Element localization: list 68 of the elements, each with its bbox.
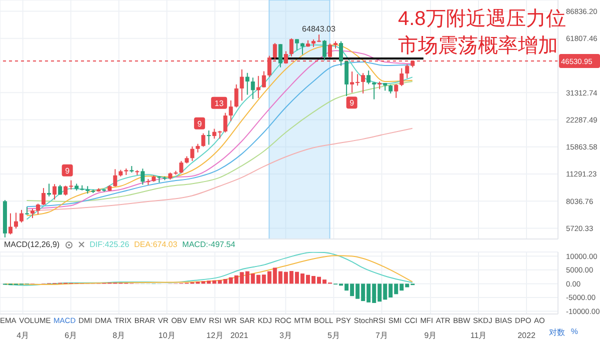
chart-title: MACD(12,26,9) [4, 240, 60, 249]
candlestick [113, 168, 118, 188]
candlestick [289, 38, 294, 57]
candlestick [256, 75, 260, 99]
candlestick [190, 146, 194, 162]
x-tick-label: 3月 [279, 331, 292, 340]
text: % [570, 327, 578, 338]
text: 对数 [548, 327, 565, 338]
candlestick [278, 44, 282, 68]
x-tick-label: 8月 [112, 331, 126, 340]
text: DEA:674.03 [134, 240, 178, 249]
candlestick [19, 209, 24, 223]
text: MACD:-497.54 [182, 240, 236, 249]
annotation: 4.8万附近遇压力位 [398, 7, 566, 32]
annotation: 9 [197, 119, 202, 128]
candlestick [294, 38, 299, 51]
annotation: 9 [350, 98, 355, 108]
candlestick [328, 42, 332, 58]
annotation: 13 [214, 98, 224, 108]
candlestick [344, 60, 349, 97]
candlestick [30, 208, 35, 219]
annotation: 9 [65, 166, 70, 176]
candlestick [262, 70, 266, 88]
candlestick [201, 132, 206, 148]
text: DIF:425.26 [90, 240, 130, 249]
candlestick [394, 84, 398, 98]
candlestick [69, 180, 74, 190]
candlestick [300, 42, 304, 56]
candlestick [223, 112, 228, 133]
candlestick [405, 64, 410, 79]
candlestick [372, 82, 376, 100]
x-tick-label: 9月 [424, 331, 437, 340]
candlestick [250, 77, 255, 100]
candlestick [47, 183, 52, 197]
candlestick [36, 203, 40, 215]
x-tick-label: 4月 [16, 331, 30, 340]
candlestick [361, 72, 366, 94]
candlestick [64, 185, 68, 196]
candlestick [339, 40, 344, 66]
candlestick [284, 50, 288, 64]
line-series [26, 81, 413, 202]
candlestick [52, 184, 57, 200]
candlestick [322, 40, 326, 61]
x-tick-label: 2022 [518, 331, 536, 340]
candlestick [8, 212, 12, 235]
candlestick [42, 188, 46, 206]
x-tick-label: 7月 [375, 331, 388, 340]
candlestick [400, 68, 404, 87]
candlestick [234, 84, 238, 108]
candlestick [140, 168, 145, 186]
candlestick [14, 212, 18, 230]
candlestick [179, 160, 184, 174]
candlestick [366, 70, 371, 85]
candlestick [245, 72, 250, 96]
x-tick-label: 10月 [158, 331, 176, 340]
candlestick [240, 68, 244, 102]
candlestick [228, 100, 233, 122]
x-tick-label: 5月 [327, 331, 340, 340]
candlestick [206, 130, 211, 146]
x-tick-label: 11月 [470, 331, 487, 340]
candlestick [25, 206, 30, 216]
x-tick-label: 12月 [206, 331, 224, 340]
x-tick-label: 6月 [64, 331, 78, 340]
candlestick [58, 184, 62, 196]
x-tick-label: 2021 [230, 331, 249, 340]
annotation: 64843.03 [302, 24, 336, 34]
line-series [26, 128, 413, 212]
annotation: 市场震荡概率增加 [398, 35, 558, 57]
